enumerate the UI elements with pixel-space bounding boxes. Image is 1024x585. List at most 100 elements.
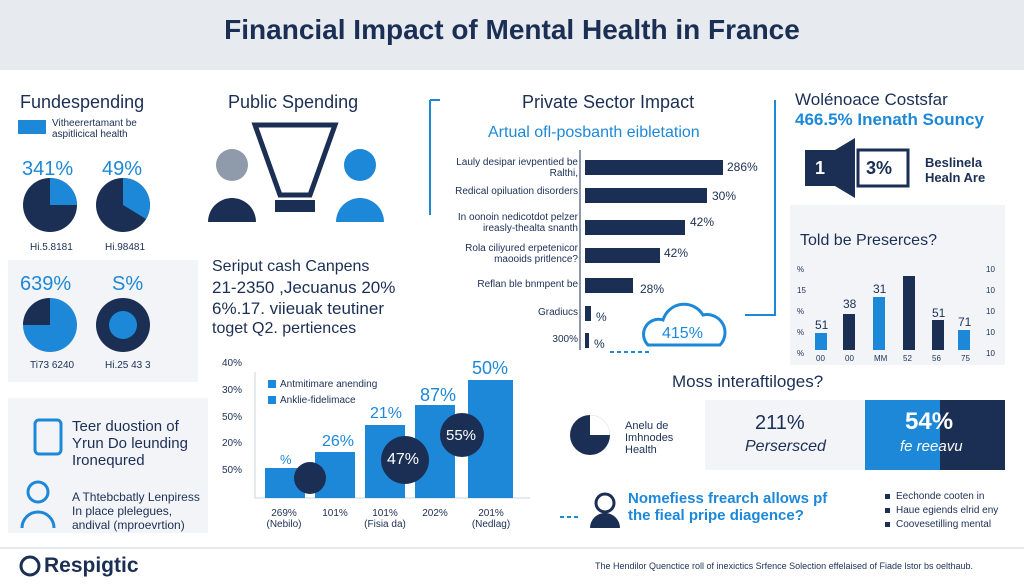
y-tick-label: % — [797, 307, 805, 316]
right-value: 54% — [905, 408, 954, 435]
y-tick-label: 50% — [222, 412, 243, 423]
stat-caption: Hi.5.8181 — [30, 242, 73, 253]
y-tick-label: 50% — [222, 465, 243, 476]
row-label: Reflan ble bnmpent be — [477, 279, 578, 290]
bar-label: 51 — [815, 318, 829, 332]
y-tick-label: % — [797, 349, 805, 358]
bar-label: 50% — [472, 358, 509, 378]
y-tick-label: 10 — [986, 265, 995, 274]
x-label: 202% — [422, 508, 448, 519]
brand: Respigtic — [44, 554, 139, 577]
legend-label: Anklie-fidelimace — [280, 395, 356, 406]
x-label: 201% (Nedlag) — [471, 508, 511, 530]
told-bars — [815, 276, 970, 350]
row-label: 300% — [552, 334, 578, 345]
stat-value: S% — [112, 273, 144, 295]
public-line: Seriput cash Canpens — [212, 258, 370, 275]
row-value: 286% — [727, 160, 758, 174]
y-tick-label: 10 — [986, 307, 995, 316]
bar-label: 31 — [873, 282, 887, 296]
box-value: 3% — [866, 158, 893, 178]
row-label: In oonoin nedicotdot pelzer ireasly-thea… — [457, 212, 578, 234]
row-value: 30% — [712, 189, 737, 203]
row-value: 42% — [664, 246, 689, 260]
cloud-label: 415% — [662, 325, 703, 342]
circle-label: 47% — [387, 451, 420, 468]
question-text: Teer duostion of Yrun Do leunding Ironeq… — [72, 418, 188, 469]
y-tick-label: 15 — [797, 286, 806, 295]
stat-value: 341% — [22, 158, 74, 180]
row-value: 28% — [640, 282, 665, 296]
told-title: Told be Preserces? — [800, 232, 937, 249]
bar-label: 38 — [843, 297, 857, 311]
stat-value: 49% — [102, 158, 143, 180]
x-label: 00 — [816, 354, 825, 363]
donuts — [23, 178, 150, 352]
stat-caption: Hi.98481 — [105, 242, 146, 253]
pie-label: Anelu de Imhnodes Health — [625, 420, 674, 456]
public-icons — [208, 122, 384, 222]
page-title: Financial Impact of Mental Health in Fra… — [224, 14, 800, 45]
y-tick-label: % — [797, 265, 805, 274]
bullet: Coovesetilling mental — [896, 519, 992, 530]
bar-label: 51 — [932, 306, 946, 320]
row-label: Lauly desipar ievpentied be Ralthi, — [456, 157, 578, 179]
public-title: Public Spending — [228, 92, 359, 112]
y-tick-label: 10 — [986, 349, 995, 358]
row-label: Redical opiluation disorders — [455, 186, 578, 197]
circle-label: 55% — [446, 427, 477, 444]
mid-value: 211% — [755, 412, 805, 434]
fund-note: Vitheerertamant be aspitlicical health — [52, 118, 137, 140]
x-label: MM — [874, 354, 888, 363]
bar-label: % — [280, 452, 292, 467]
header-band — [0, 0, 1024, 70]
y-tick-label: % — [797, 328, 805, 337]
private-bars — [585, 160, 723, 348]
public-line: toget Q2. pertiences — [212, 320, 357, 337]
x-label: 56 — [932, 354, 941, 363]
bullet: Haue egiends elrid eny — [896, 505, 999, 516]
bar-label: 26% — [322, 433, 355, 450]
stat-caption: Ti73 6240 — [30, 360, 75, 371]
row-value: 42% — [690, 215, 715, 229]
legend-label: Antmitimare anending — [280, 379, 378, 390]
fund-title: Fundespending — [20, 92, 145, 112]
bar-label: 71 — [958, 315, 972, 329]
bar-label: 21% — [370, 405, 403, 422]
y-tick-label: 30% — [222, 385, 243, 396]
bar-label: 87% — [420, 385, 457, 405]
stat-caption: Hi.25 43 3 — [105, 360, 151, 371]
private-subtitle: Artual ofl-posbanth eibletation — [488, 124, 700, 141]
y-tick-label: 10 — [986, 328, 995, 337]
moss-title: Moss interaftiloges? — [672, 372, 824, 391]
mid-label: Persersced — [745, 438, 826, 455]
research-text: Nomefiess frearch allows pf the fieal pr… — [628, 490, 828, 524]
right-label: fe reeavu — [900, 438, 963, 455]
x-label: 75 — [961, 354, 970, 363]
workforce-title: Wolénoace Costsfar — [795, 90, 948, 109]
stat-value: 639% — [20, 273, 72, 295]
box-label: Beslinela Healn Are — [925, 155, 986, 185]
row-value: % — [594, 337, 605, 351]
people-text: A Thtebcbatly Lenpiress In place plelegu… — [72, 490, 200, 532]
private-title: Private Sector Impact — [522, 92, 695, 112]
y-tick-label: 20% — [222, 438, 243, 449]
footer-note: The Hendilor Quenctice roll of inexictic… — [595, 561, 974, 571]
x-label: 00 — [845, 354, 854, 363]
y-tick-label: 40% — [222, 358, 243, 369]
row-value: % — [596, 310, 607, 324]
x-label: 269% (Nebilo) — [266, 508, 302, 530]
public-line: 21-2350 ,Jecuanus 20% — [212, 278, 396, 297]
workforce-subtitle: 466.5% Inenath Souncy — [795, 110, 984, 129]
row-label: Gradiucs — [537, 307, 578, 318]
x-label: 101% — [322, 508, 348, 519]
box-number: 1 — [815, 158, 826, 178]
x-label: 101% (Fisia da) — [364, 508, 406, 530]
x-label: 52 — [903, 354, 912, 363]
y-tick-label: 10 — [986, 286, 995, 295]
row-label: Rola ciliyured erpetenicor maooids pritl… — [465, 243, 578, 265]
bullet: Eechonde cooten in — [896, 491, 985, 502]
public-line: 6%.17. viieuak teutiner — [212, 299, 384, 318]
